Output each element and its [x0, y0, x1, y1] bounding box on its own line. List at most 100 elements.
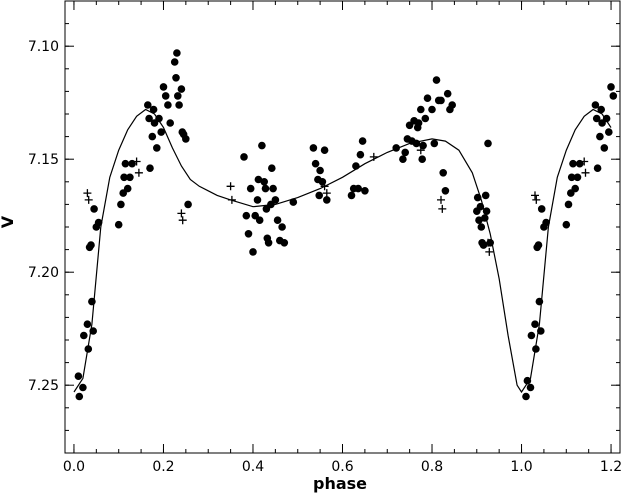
data-point: [174, 92, 182, 100]
plus-point: [322, 189, 331, 198]
data-point: [242, 211, 251, 220]
data-point: [361, 187, 369, 195]
x-tick-label: 1.2: [600, 459, 621, 475]
data-point: [412, 139, 421, 148]
data-point: [260, 178, 269, 186]
plus-point: [532, 195, 541, 204]
filled-points: [74, 49, 618, 401]
plus-point: [134, 168, 143, 177]
data-point: [596, 132, 604, 141]
data-point: [564, 200, 573, 209]
data-point: [80, 331, 88, 340]
y-tick-label: 7.25: [28, 378, 59, 394]
data-point: [430, 139, 439, 148]
data-point: [157, 128, 165, 136]
plus-point: [485, 247, 494, 256]
data-point: [258, 141, 266, 150]
data-point: [352, 162, 360, 170]
data-point: [567, 173, 576, 182]
data-point: [164, 101, 172, 109]
plus-points: [83, 146, 590, 256]
x-tick-label: 0.8: [421, 459, 443, 475]
data-point: [126, 173, 134, 182]
data-point: [448, 101, 457, 109]
data-point: [414, 119, 423, 127]
plus-point: [178, 216, 187, 225]
data-point: [172, 74, 180, 82]
plus-point: [320, 182, 329, 191]
data-point: [253, 196, 262, 204]
data-point: [605, 128, 613, 136]
data-point: [399, 155, 407, 163]
data-point: [120, 173, 128, 182]
plus-point: [416, 146, 425, 155]
data-point: [482, 207, 491, 215]
data-point: [315, 191, 324, 200]
data-point: [87, 241, 95, 249]
data-point: [175, 101, 183, 109]
y-axis-label: V: [0, 215, 17, 228]
data-point: [441, 187, 450, 195]
data-point: [255, 216, 264, 224]
data-point: [421, 114, 430, 123]
plus-point: [484, 238, 492, 247]
data-point: [184, 200, 192, 209]
data-point: [75, 392, 84, 401]
data-point: [437, 96, 445, 105]
data-point: [532, 345, 540, 353]
data-point: [418, 155, 427, 163]
data-point: [83, 320, 92, 329]
data-point: [159, 83, 168, 91]
data-point: [569, 159, 577, 168]
data-point: [94, 218, 103, 227]
data-point: [439, 169, 448, 177]
y-tick-label: 7.10: [28, 39, 59, 55]
data-point: [170, 58, 179, 66]
axis-ticks: [65, 0, 620, 454]
data-point: [273, 216, 282, 224]
plus-point: [437, 195, 445, 204]
data-point: [269, 184, 277, 193]
data-point: [531, 320, 539, 329]
model-curve: [73, 108, 612, 394]
data-point: [392, 144, 401, 152]
data-point: [443, 89, 452, 98]
x-tick-label: 0.6: [331, 459, 353, 475]
data-point: [401, 148, 410, 157]
data-point: [522, 392, 530, 401]
data-point: [481, 191, 490, 200]
data-point: [417, 105, 425, 114]
data-point: [79, 383, 87, 392]
x-axis-label: phase: [313, 474, 367, 493]
data-point: [278, 223, 286, 231]
data-point: [562, 220, 571, 229]
data-point: [526, 383, 535, 392]
data-point: [264, 239, 273, 247]
data-point: [593, 164, 602, 172]
data-point: [423, 94, 432, 102]
data-point: [573, 173, 582, 182]
data-point: [537, 327, 545, 335]
plus-point: [531, 191, 539, 200]
data-point: [177, 85, 186, 93]
data-point: [88, 297, 96, 306]
data-point: [246, 184, 255, 193]
data-point: [280, 239, 289, 247]
plus-point: [226, 182, 235, 191]
data-point: [523, 376, 532, 385]
data-point: [161, 92, 170, 100]
data-point: [542, 218, 550, 227]
plot-frame: [64, 0, 621, 454]
data-point: [244, 230, 253, 238]
data-point: [473, 193, 482, 202]
data-point: [74, 372, 83, 381]
plus-point: [84, 195, 93, 204]
data-point: [597, 105, 605, 114]
y-tick-label: 7.15: [28, 152, 59, 168]
data-point: [144, 101, 152, 109]
data-point: [358, 137, 367, 145]
data-point: [146, 164, 154, 172]
data-point: [600, 144, 609, 152]
data-point: [592, 114, 601, 123]
